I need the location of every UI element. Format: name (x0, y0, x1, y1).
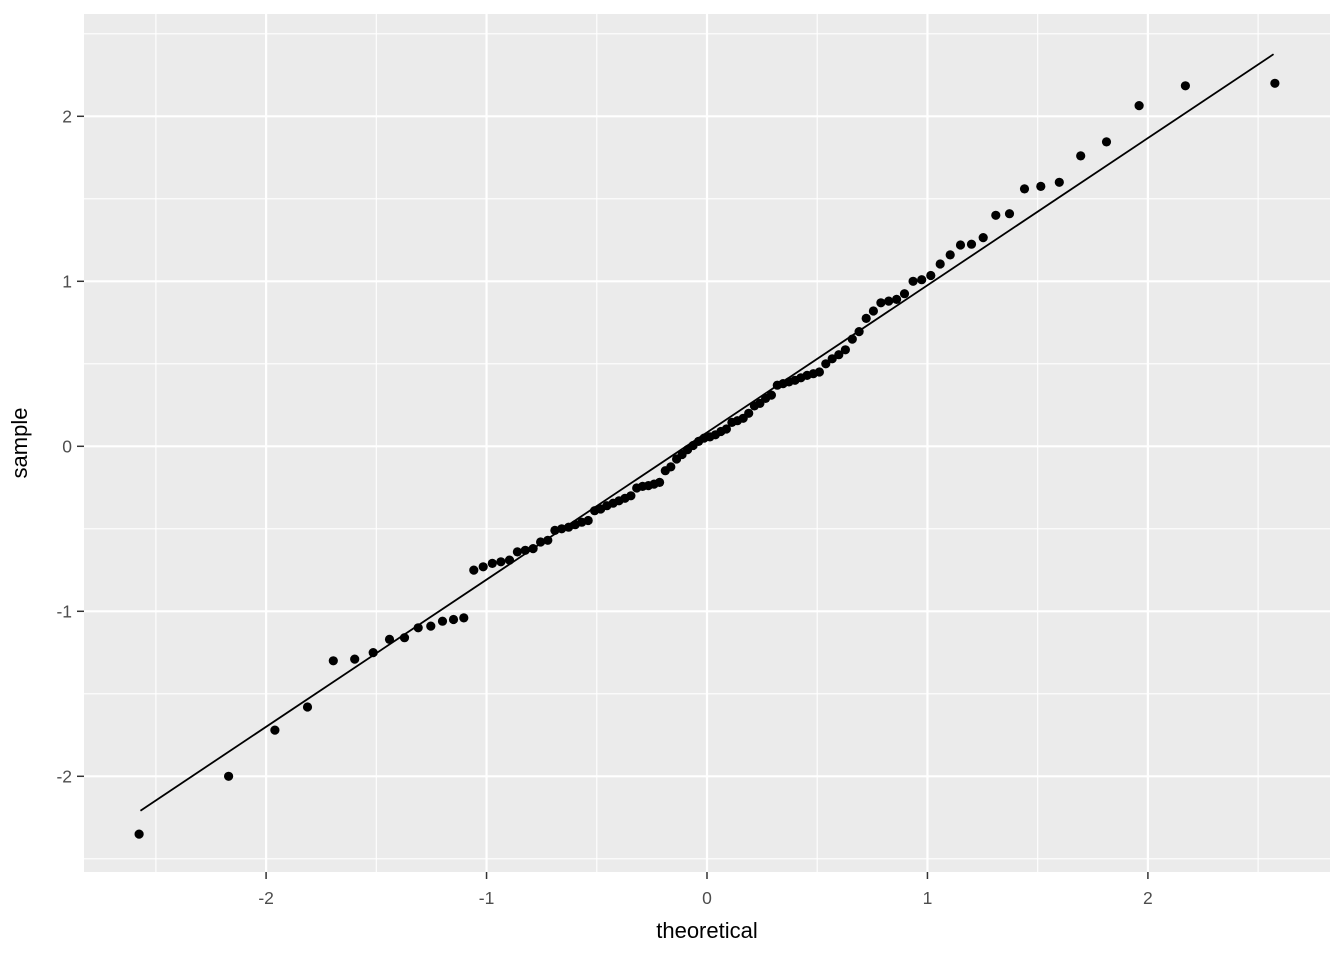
data-point (935, 259, 945, 269)
x-tick-label: 1 (923, 888, 933, 908)
data-points-group (134, 78, 1280, 839)
data-point (536, 537, 546, 547)
major-gridlines (84, 14, 1330, 872)
y-axis-tick-labels: -2 -1 0 1 2 (56, 106, 72, 786)
data-point (655, 477, 665, 487)
data-point (496, 557, 506, 567)
data-point (991, 210, 1001, 220)
data-point (721, 424, 732, 434)
data-point (459, 613, 469, 623)
data-point (504, 555, 515, 565)
data-point (302, 702, 313, 712)
data-point (1270, 78, 1280, 88)
reference-line-group (139, 53, 1275, 812)
x-axis-title: theoretical (656, 918, 758, 943)
data-point (448, 614, 459, 625)
data-point (926, 270, 936, 281)
data-point (876, 298, 886, 308)
data-point (478, 562, 488, 572)
data-point (847, 334, 857, 344)
data-point (955, 240, 966, 250)
data-point (1004, 209, 1015, 219)
axis-tick-marks (77, 115, 1149, 879)
data-point (134, 829, 144, 839)
data-point (1134, 101, 1144, 111)
data-point (840, 345, 851, 355)
data-point (583, 515, 593, 526)
data-point (892, 294, 902, 304)
qq-reference-line (139, 53, 1275, 812)
data-point (744, 408, 754, 418)
x-tick-label: 0 (702, 888, 712, 908)
data-point (487, 558, 497, 569)
data-point (821, 359, 831, 369)
data-point (426, 621, 436, 631)
data-point (224, 771, 234, 781)
data-point (827, 354, 837, 364)
y-tick-label: 2 (62, 106, 72, 126)
data-point (413, 623, 423, 633)
data-point (1054, 177, 1064, 187)
data-point (814, 367, 825, 377)
data-point (528, 544, 538, 554)
data-point (512, 547, 523, 557)
y-axis-title: sample (7, 408, 32, 479)
data-point (834, 350, 844, 360)
y-tick-label: -2 (56, 766, 72, 786)
data-point (666, 462, 676, 472)
data-point (861, 313, 871, 323)
y-tick-label: 1 (62, 271, 72, 291)
data-point (469, 565, 479, 575)
data-point (1180, 81, 1190, 91)
data-point (399, 633, 410, 643)
data-point (543, 535, 553, 545)
data-point (884, 296, 894, 306)
data-point (978, 233, 988, 243)
data-point (899, 289, 910, 299)
data-point (1101, 137, 1112, 147)
data-point (868, 306, 879, 316)
data-point (384, 634, 395, 645)
x-tick-label: -1 (479, 888, 495, 908)
data-point (270, 725, 280, 735)
data-point (917, 275, 927, 285)
data-point (557, 524, 567, 534)
data-point (520, 545, 530, 555)
data-point (1019, 184, 1030, 194)
data-point (437, 616, 448, 626)
data-point (766, 390, 777, 400)
data-point (1076, 151, 1086, 161)
data-point (350, 654, 360, 664)
x-tick-label: -2 (258, 888, 274, 908)
x-tick-label: 2 (1143, 888, 1153, 908)
data-point (626, 491, 636, 501)
data-point (328, 656, 338, 666)
data-point (368, 648, 378, 658)
y-tick-label: -1 (56, 601, 72, 621)
data-point (908, 276, 918, 286)
x-axis-tick-labels: -2 -1 0 1 2 (258, 888, 1152, 908)
data-point (966, 239, 977, 249)
y-tick-label: 0 (62, 436, 72, 456)
data-point (854, 327, 864, 337)
data-point (945, 250, 955, 260)
data-point (1036, 181, 1046, 191)
